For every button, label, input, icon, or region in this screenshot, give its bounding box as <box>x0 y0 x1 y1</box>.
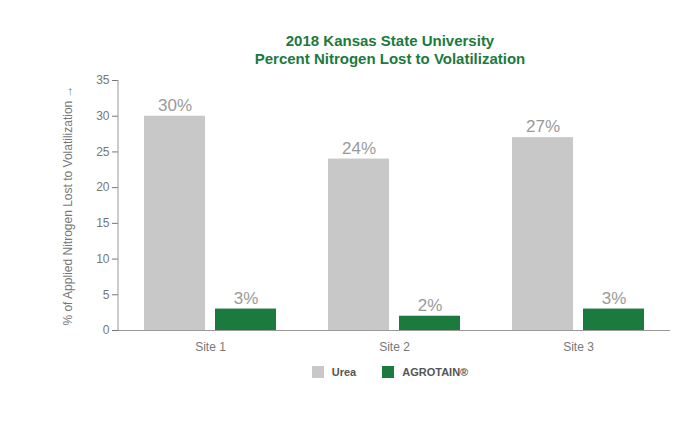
svg-text:Site 3: Site 3 <box>563 340 594 354</box>
svg-text:3%: 3% <box>602 289 627 308</box>
svg-text:15: 15 <box>96 216 110 230</box>
svg-text:30%: 30% <box>158 96 192 115</box>
svg-text:0: 0 <box>103 323 110 337</box>
svg-text:20: 20 <box>96 180 110 194</box>
svg-text:10: 10 <box>96 252 110 266</box>
html-text:2018 Kansas State University: 2018 Kansas State University <box>285 32 495 49</box>
html-text:AGROTAIN®: AGROTAIN® <box>402 366 469 378</box>
svg-text:24%: 24% <box>342 139 376 158</box>
html-text:Percent Nitrogen Lost to Volat: Percent Nitrogen Lost to Volatilization <box>254 50 526 67</box>
html-text:Urea: Urea <box>331 366 357 378</box>
svg-text:2%: 2% <box>418 296 443 315</box>
svg-text:30: 30 <box>96 109 110 123</box>
svg-text:5: 5 <box>103 288 110 302</box>
svg-text:Site 1: Site 1 <box>195 340 226 354</box>
svg-text:27%: 27% <box>526 117 560 136</box>
svg-text:3%: 3% <box>234 289 259 308</box>
svg-text:35: 35 <box>96 73 110 87</box>
svg-text:25: 25 <box>96 145 110 159</box>
svg-text:Site 2: Site 2 <box>379 340 410 354</box>
svg-text:% of Applied Nitrogen Lost to: % of Applied Nitrogen Lost to Volatiliza… <box>61 85 75 325</box>
